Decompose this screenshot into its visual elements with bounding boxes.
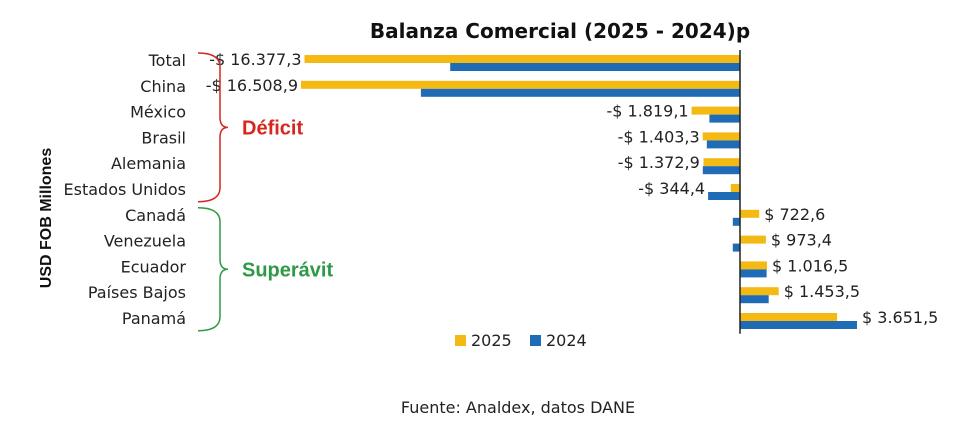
category-label: Brasil [141, 128, 186, 147]
source-note: Fuente: Analdex, datos DANE [401, 398, 635, 417]
bar-2025-2 [691, 106, 740, 115]
category-label: Venezuela [104, 232, 186, 251]
value-label: -$ 16.508,9 [206, 76, 298, 95]
bar-2024-6 [732, 217, 740, 226]
value-labels: -$ 16.377,3 -$ 16.508,9 -$ 1.819,1 -$ 1.403… [206, 50, 939, 327]
bar-2024-2 [709, 114, 740, 123]
bar-series-group [301, 55, 857, 329]
value-label: $ 3.651,5 [862, 308, 938, 327]
bar-2025-9 [740, 287, 779, 296]
bar-2025-6 [740, 209, 760, 218]
group-brackets: Déficit Superávit [197, 52, 333, 332]
legend-swatch [455, 335, 466, 346]
bar-2024-8 [740, 269, 767, 278]
legend-swatch [530, 335, 541, 346]
group-label: Déficit [242, 117, 303, 139]
bar-2024-9 [740, 295, 769, 304]
group-label: Superávit [242, 259, 333, 281]
bar-2025-8 [740, 261, 767, 270]
value-label: -$ 344,4 [638, 179, 705, 198]
chart-title: Balanza Comercial (2025 - 2024)p [370, 19, 750, 43]
bar-2024-1 [420, 88, 740, 97]
bar-2025-1 [301, 80, 740, 89]
value-label: $ 722,6 [764, 205, 825, 224]
category-label: Alemania [111, 154, 186, 173]
bar-2024-5 [708, 192, 740, 200]
value-label: $ 1.016,5 [772, 256, 848, 275]
category-label: Países Bajos [88, 283, 186, 302]
value-label: -$ 1.372,9 [618, 153, 700, 172]
bar-2025-5 [730, 184, 740, 192]
legend-label: 2025 [471, 331, 512, 350]
category-label: China [140, 77, 186, 96]
category-label: Total [148, 51, 186, 70]
bracket-surplus [197, 207, 229, 332]
value-label: $ 1.453,5 [784, 282, 860, 301]
bar-2025-10 [740, 313, 838, 321]
category-label: Estados Unidos [64, 180, 186, 199]
bar-2024-7 [732, 243, 740, 252]
bar-2024-10 [740, 321, 857, 329]
category-labels: Total China México Brasil Alemania Estados Un… [64, 51, 187, 328]
value-label: -$ 1.819,1 [606, 102, 688, 121]
bar-2024-3 [706, 140, 740, 149]
legend: 2025 2024 [455, 331, 587, 350]
bar-2024-4 [702, 166, 740, 175]
y-axis-label: USD FOB Millones [38, 148, 55, 289]
legend-label: 2024 [546, 331, 587, 350]
bracket-deficit [197, 52, 229, 203]
bar-2024-0 [450, 63, 740, 71]
value-label: -$ 16.377,3 [209, 50, 301, 69]
category-label: México [130, 103, 186, 122]
category-label: Canadá [125, 206, 186, 225]
value-label: -$ 1.403,3 [618, 127, 700, 146]
bar-2025-7 [740, 235, 766, 244]
category-label: Ecuador [121, 257, 187, 276]
category-label: Panamá [122, 309, 186, 328]
value-label: $ 973,4 [771, 231, 832, 250]
bar-2025-4 [703, 158, 740, 167]
bar-2025-0 [304, 55, 740, 63]
bar-2025-3 [702, 132, 740, 141]
